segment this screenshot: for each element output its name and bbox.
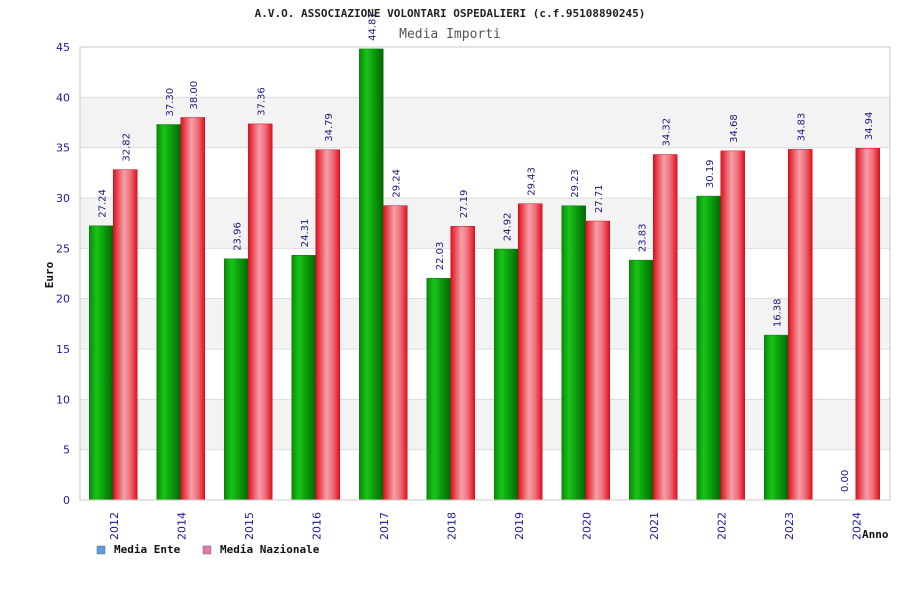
data-label-media-nazionale-2024: 34.94 — [864, 112, 875, 141]
bar-media-nazionale-2017 — [383, 205, 408, 501]
y-tick-label: 20 — [56, 293, 70, 306]
data-label-media-nazionale-2022: 34.68 — [729, 114, 740, 143]
plot-frame — [79, 46, 891, 501]
x-tick-label-2019: 2019 — [513, 512, 526, 540]
y-axis-label: Euro — [43, 261, 56, 288]
x-tick-label-2014: 2014 — [175, 512, 188, 540]
bar-media-ente-2019 — [494, 248, 519, 501]
bar-media-ente-2017 — [359, 48, 384, 501]
grid-band — [80, 47, 890, 98]
bar-media-nazionale-2022 — [720, 150, 745, 501]
data-label-media-ente-2012: 27.24 — [97, 189, 108, 218]
y-tick-label: 25 — [56, 242, 70, 255]
grid-band — [80, 298, 890, 349]
data-label-media-ente-2021: 23.83 — [637, 223, 648, 252]
grid-band — [80, 97, 890, 148]
grid-band — [80, 198, 890, 249]
legend-label-media-ente: Media Ente — [114, 543, 181, 556]
bar-media-ente-2014 — [156, 124, 181, 501]
data-label-media-ente-2020: 29.23 — [570, 169, 581, 198]
bar-media-ente-2015 — [224, 258, 249, 501]
x-tick-label-2020: 2020 — [580, 512, 593, 540]
bars — [89, 48, 880, 501]
bar-media-ente-2018 — [426, 277, 451, 501]
x-tick-label-2024: 2024 — [850, 512, 863, 540]
x-tick-label-2018: 2018 — [445, 512, 458, 540]
data-label-media-ente-2016: 24.31 — [300, 219, 311, 248]
data-label-media-nazionale-2014: 38.00 — [189, 81, 200, 110]
grid-band — [80, 449, 890, 500]
y-tick-label: 10 — [56, 393, 70, 406]
grid — [80, 46, 890, 501]
bar-media-nazionale-2024 — [855, 148, 880, 501]
x-tick-label-2016: 2016 — [310, 512, 323, 540]
x-tick-label-2022: 2022 — [715, 512, 728, 540]
y-tick-label: 0 — [63, 494, 70, 507]
data-label-media-ente-2017: 44.81 — [367, 12, 378, 41]
chart-title: A.V.O. ASSOCIAZIONE VOLONTARI OSPEDALIER… — [255, 7, 646, 20]
data-label-media-nazionale-2018: 27.19 — [459, 190, 470, 219]
data-label-media-nazionale-2020: 27.71 — [594, 184, 605, 213]
y-tick-label: 35 — [56, 142, 70, 155]
x-tick-label-2017: 2017 — [378, 512, 391, 540]
legend-swatch-media-nazionale — [202, 545, 212, 555]
x-tick-label-2015: 2015 — [243, 512, 256, 540]
data-label-media-ente-2019: 24.92 — [502, 212, 513, 241]
bar-media-ente-2023 — [764, 334, 789, 501]
x-tick-label-2021: 2021 — [648, 512, 661, 540]
y-tick-label: 30 — [56, 192, 70, 205]
data-label-media-ente-2018: 22.03 — [435, 242, 446, 271]
bar-media-nazionale-2014 — [180, 117, 205, 501]
data-label-media-ente-2024: 0.00 — [840, 470, 851, 492]
legend-swatch-media-ente — [96, 545, 106, 555]
data-label-media-nazionale-2023: 34.83 — [796, 113, 807, 142]
data-label-media-ente-2022: 30.19 — [705, 159, 716, 188]
data-label-media-nazionale-2012: 32.82 — [121, 133, 132, 162]
legend-label-media-nazionale: Media Nazionale — [220, 543, 320, 556]
grid-band — [80, 248, 890, 299]
legend: Media Ente Media Nazionale — [96, 543, 320, 556]
x-tick-label-2023: 2023 — [783, 512, 796, 540]
grid-band — [80, 349, 890, 400]
data-label-media-nazionale-2021: 34.32 — [661, 118, 672, 147]
bar-media-ente-2021 — [629, 259, 654, 501]
bar-media-ente-2012 — [89, 225, 114, 501]
bar-media-nazionale-2021 — [653, 154, 678, 501]
bar-media-nazionale-2020 — [585, 220, 610, 501]
data-label-media-ente-2015: 23.96 — [232, 222, 243, 251]
chart-subtitle: Media Importi — [399, 27, 501, 42]
y-tick-label: 40 — [56, 91, 70, 104]
y-axis-ticks: 0 5 10 15 20 25 30 35 40 45 — [56, 41, 70, 507]
data-label-media-nazionale-2016: 34.79 — [324, 113, 335, 142]
bar-media-ente-2016 — [291, 255, 316, 501]
grid-band — [80, 147, 890, 198]
data-label-media-nazionale-2015: 37.36 — [256, 87, 267, 116]
x-axis-label: Anno — [862, 528, 889, 541]
data-label-media-ente-2023: 16.38 — [772, 298, 783, 327]
bar-media-nazionale-2012 — [113, 169, 138, 501]
bar-media-nazionale-2018 — [450, 226, 475, 501]
x-axis-ticks: 2012 2014 2015 2016 2017 2018 2019 2020 2021 2022… — [108, 512, 864, 540]
bar-media-nazionale-2016 — [315, 149, 340, 501]
x-tick-label-2012: 2012 — [108, 512, 121, 540]
bar-media-nazionale-2015 — [248, 123, 273, 501]
data-label-media-ente-2014: 37.30 — [165, 88, 176, 117]
data-label-media-nazionale-2017: 29.24 — [391, 169, 402, 198]
data-label-media-nazionale-2019: 29.43 — [526, 167, 537, 196]
y-tick-label: 5 — [63, 444, 70, 457]
data-labels: 27.24 32.82 37.30 38.00 23.96 37.36 24.31 34.79… — [97, 12, 875, 492]
bar-media-ente-2022 — [696, 195, 721, 501]
grid-band — [80, 399, 890, 450]
y-tick-label: 45 — [56, 41, 70, 54]
y-tick-label: 15 — [56, 343, 70, 356]
bar-media-nazionale-2019 — [518, 203, 543, 501]
bar-media-ente-2020 — [561, 205, 586, 501]
bar-media-nazionale-2023 — [788, 149, 813, 501]
